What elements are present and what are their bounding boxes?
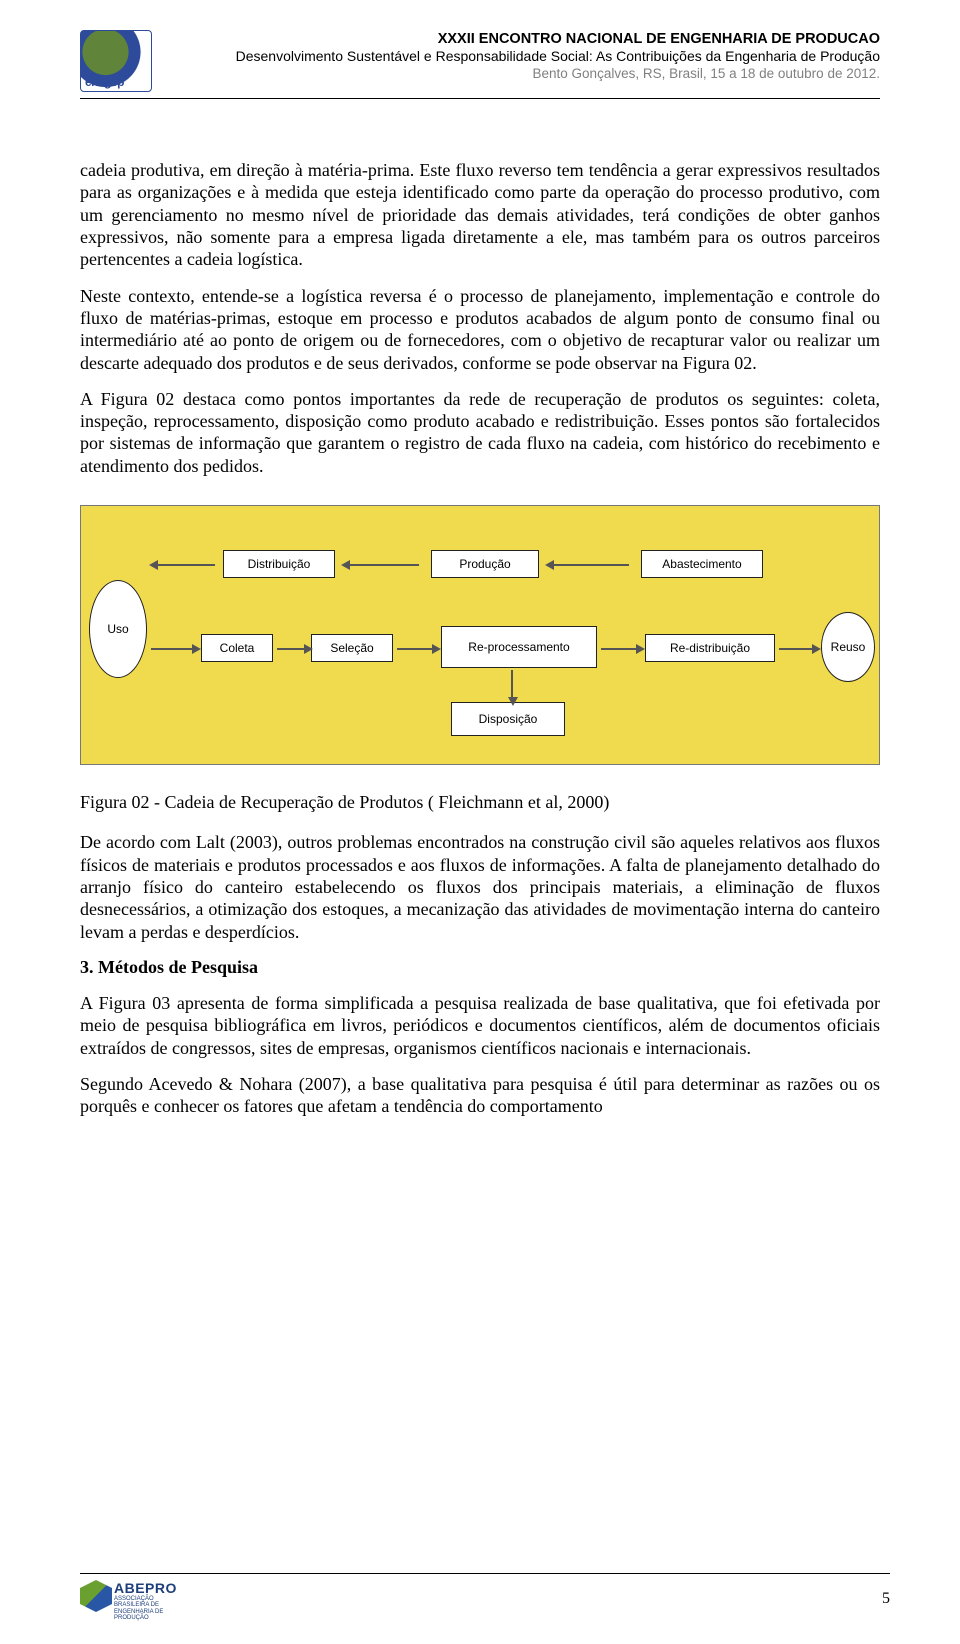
paragraph-6: Segundo Acevedo & Nohara (2007), a base … <box>80 1073 880 1118</box>
page-header: XXXII ENCONTRO NACIONAL DE ENGENHARIA DE… <box>80 30 880 99</box>
node-coleta: Coleta <box>201 634 273 662</box>
header-location: Bento Gonçalves, RS, Brasil, 15 a 18 de … <box>164 66 880 83</box>
arrow-uso-col <box>151 648 193 650</box>
header-subtitle: Desenvolvimento Sustentável e Responsabi… <box>164 48 880 66</box>
section-3-heading: 3. Métodos de Pesquisa <box>80 957 880 978</box>
header-title: XXXII ENCONTRO NACIONAL DE ENGENHARIA DE… <box>164 30 880 48</box>
abepro-logo-icon: ABEPRO ASSOCIAÇÃO BRASILEIRA DE ENGENHAR… <box>80 1578 170 1620</box>
node-reuso: Reuso <box>821 612 875 682</box>
arrow-col-sel <box>277 648 305 650</box>
abepro-mark-icon <box>80 1580 112 1612</box>
arrow-prod-dist <box>349 564 419 566</box>
abepro-logo-label: ABEPRO <box>114 1580 177 1596</box>
node-redist: Re-distribuição <box>645 634 775 662</box>
page-footer: ABEPRO ASSOCIAÇÃO BRASILEIRA DE ENGENHAR… <box>80 1573 890 1620</box>
node-reproc: Re-processamento <box>441 626 597 668</box>
paragraph-2: Neste contexto, entende-se a logística r… <box>80 285 880 374</box>
abepro-logo-sublabel: ASSOCIAÇÃO BRASILEIRA DE ENGENHARIA DE P… <box>114 1596 170 1621</box>
arrow-sel-reproc <box>397 648 433 650</box>
paragraph-5: A Figura 03 apresenta de forma simplific… <box>80 992 880 1059</box>
node-dist: Distribuição <box>223 550 335 578</box>
paragraph-1: cadeia produtiva, em direção à matéria-p… <box>80 159 880 271</box>
figure-02: Uso Distribuição Produção Abastecimento … <box>80 505 880 813</box>
page-number: 5 <box>882 1590 890 1608</box>
arrow-abast-prod <box>553 564 629 566</box>
node-abast: Abastecimento <box>641 550 763 578</box>
paragraph-3: A Figura 02 destaca como pontos importan… <box>80 388 880 477</box>
arrow-reproc-redist <box>601 648 637 650</box>
node-prod: Produção <box>431 550 539 578</box>
node-selecao: Seleção <box>311 634 393 662</box>
node-uso: Uso <box>89 580 147 678</box>
article-body: cadeia produtiva, em direção à matéria-p… <box>80 159 880 1118</box>
paragraph-4: De acordo com Lalt (2003), outros proble… <box>80 831 880 943</box>
arrow-redist-reuso <box>779 648 813 650</box>
figure-02-caption: Figura 02 - Cadeia de Recuperação de Pro… <box>80 791 880 813</box>
header-text-block: XXXII ENCONTRO NACIONAL DE ENGENHARIA DE… <box>164 30 880 83</box>
arrow-reproc-disp <box>511 670 513 698</box>
enegep-logo-icon <box>80 30 152 92</box>
recovery-chain-diagram: Uso Distribuição Produção Abastecimento … <box>80 505 880 765</box>
arrow-dist-uso <box>157 564 215 566</box>
node-disp: Disposição <box>451 702 565 736</box>
